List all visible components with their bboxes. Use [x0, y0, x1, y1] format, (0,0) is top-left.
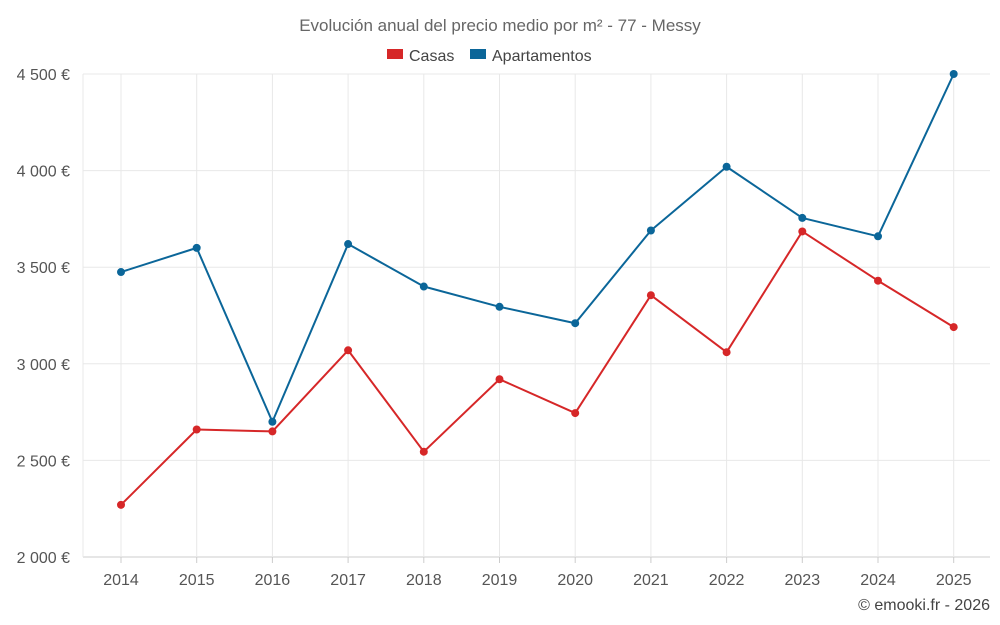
x-tick-label: 2019 — [482, 572, 518, 589]
series-line-casas — [120, 230, 955, 506]
y-tick-label: 3 500 € — [17, 260, 70, 277]
data-point-apartamentos[interactable] — [874, 232, 882, 241]
x-tick-label: 2015 — [179, 572, 215, 589]
x-tick-label: 2023 — [785, 572, 821, 589]
y-tick-label: 2 500 € — [17, 453, 70, 470]
x-tick-label: 2025 — [936, 572, 972, 589]
data-point-apartamentos[interactable] — [949, 70, 958, 78]
chart-title: Evolución anual del precio medio por m² … — [299, 16, 701, 35]
data-point-apartamentos[interactable] — [344, 240, 353, 249]
data-point-casas[interactable] — [268, 427, 277, 436]
data-point-casas[interactable] — [646, 291, 655, 300]
x-tick-label: 2014 — [103, 572, 139, 589]
y-tick-label: 4 500 € — [17, 67, 70, 84]
series-group — [117, 70, 958, 509]
data-point-apartamentos[interactable] — [495, 302, 504, 311]
copyright-footer: © emooki.fr - 2026 — [858, 597, 990, 614]
data-point-casas[interactable] — [571, 409, 580, 418]
x-tick-label: 2020 — [557, 572, 593, 589]
legend-label-apartamentos[interactable]: Apartamentos — [492, 48, 592, 65]
x-tick-label: 2022 — [709, 572, 745, 589]
y-tick-label: 3 000 € — [17, 357, 70, 374]
x-tick-label: 2021 — [633, 572, 669, 589]
y-tick-label: 4 000 € — [17, 164, 70, 181]
data-point-casas[interactable] — [495, 375, 504, 384]
data-point-apartamentos[interactable] — [646, 226, 655, 235]
legend-swatch-apartamentos[interactable] — [470, 49, 486, 59]
data-point-apartamentos[interactable] — [798, 213, 807, 222]
data-point-casas[interactable] — [419, 447, 428, 456]
legend-label-casas[interactable]: Casas — [409, 48, 454, 65]
data-point-casas[interactable] — [798, 227, 807, 236]
data-point-casas[interactable] — [874, 276, 882, 285]
data-point-apartamentos[interactable] — [192, 243, 201, 252]
data-point-apartamentos[interactable] — [419, 282, 428, 291]
data-point-casas[interactable] — [117, 500, 125, 509]
x-tick-label: 2016 — [255, 572, 291, 589]
legend-swatch-casas[interactable] — [387, 49, 403, 59]
data-point-casas[interactable] — [949, 323, 958, 332]
data-point-apartamentos[interactable] — [268, 417, 277, 426]
data-point-apartamentos[interactable] — [722, 162, 731, 171]
data-point-casas[interactable] — [344, 346, 353, 355]
x-tick-label: 2024 — [860, 572, 896, 589]
x-axis: 2014 2015 2016 2017 2018 2019 2020 2021 2022 2023… — [103, 557, 972, 589]
series-line-apartamentos — [120, 73, 955, 423]
x-tick-label: 2017 — [330, 572, 366, 589]
y-tick-label: 2 000 € — [17, 550, 70, 567]
data-point-apartamentos[interactable] — [117, 268, 125, 277]
data-point-casas[interactable] — [722, 348, 731, 357]
data-point-casas[interactable] — [192, 425, 201, 434]
data-point-apartamentos[interactable] — [571, 319, 580, 328]
grid — [82, 73, 990, 558]
y-axis: 2 000 € 2 500 € 3 000 € 3 500 € 4 000 € 4 500… — [17, 67, 70, 567]
x-tick-label: 2018 — [406, 572, 442, 589]
legend: Casas Apartamentos — [387, 48, 592, 65]
